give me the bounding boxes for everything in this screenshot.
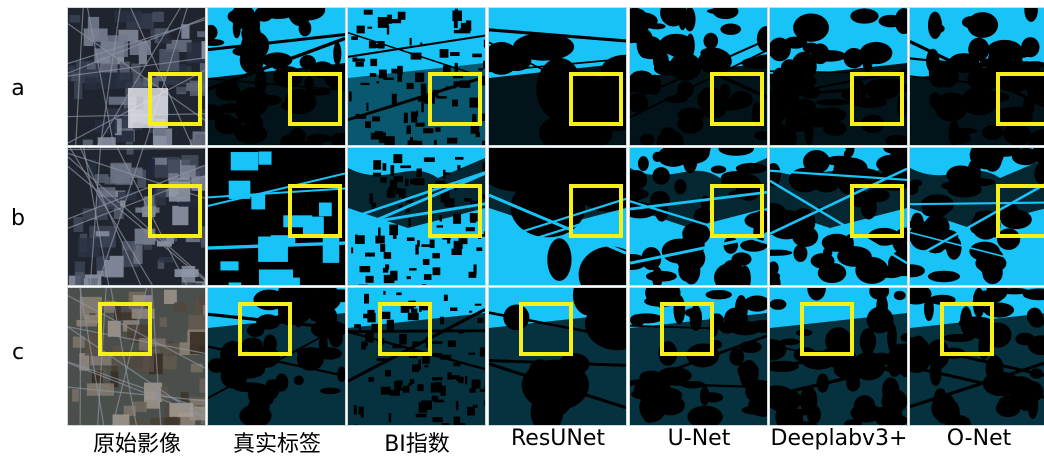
segmentation-mask — [910, 288, 1044, 425]
tile-b-label — [207, 147, 346, 286]
segmentation-mask — [489, 148, 626, 285]
segmentation-mask — [910, 148, 1044, 285]
column-label-onet: O-Net — [946, 426, 1012, 451]
segmentation-mask — [489, 288, 626, 425]
segmentation-mask — [630, 8, 767, 145]
segmentation-mask — [208, 288, 345, 425]
segmentation-mask — [208, 148, 345, 285]
tile-b-unet — [629, 147, 768, 286]
segmentation-mask — [348, 288, 485, 425]
tile-b-bi — [347, 147, 486, 286]
segmentation-mask — [770, 288, 907, 425]
row-label-c: c — [11, 340, 25, 365]
tile-b-onet — [909, 147, 1044, 286]
tile-c-resunet — [488, 287, 627, 426]
segmentation-mask — [630, 288, 767, 425]
segmentation-mask — [910, 8, 1044, 145]
tile-a-resunet — [488, 7, 627, 146]
tile-b-resunet — [488, 147, 627, 286]
column-label-ground-truth: 真实标签 — [232, 432, 321, 457]
tile-a-raw — [67, 7, 206, 146]
tile-b-deeplab — [769, 147, 908, 286]
column-label-bi-index: BI指数 — [384, 432, 450, 457]
satellite-image — [68, 288, 205, 425]
tile-c-raw — [67, 287, 206, 426]
tile-c-deeplab — [769, 287, 908, 426]
column-label-raw-image: 原始影像 — [92, 432, 181, 457]
column-label-resunet: ResUNet — [510, 426, 605, 451]
satellite-image — [68, 148, 205, 285]
segmentation-mask — [348, 148, 485, 285]
segmentation-mask — [770, 148, 907, 285]
segmentation-mask — [770, 8, 907, 145]
tile-a-unet — [629, 7, 768, 146]
segmentation-mask — [489, 8, 626, 145]
segmentation-mask — [630, 148, 767, 285]
tile-c-onet — [909, 287, 1044, 426]
tile-a-onet — [909, 7, 1044, 146]
column-label-deeplabv3plus: Deeplabv3+ — [770, 426, 908, 451]
tile-c-bi — [347, 287, 486, 426]
segmentation-mask — [208, 8, 345, 145]
tile-a-label — [207, 7, 346, 146]
row-label-a: a — [11, 76, 25, 101]
tile-c-label — [207, 287, 346, 426]
row-label-b: b — [11, 206, 25, 231]
segmentation-mask — [348, 8, 485, 145]
satellite-image — [68, 8, 205, 145]
column-label-unet: U-Net — [667, 426, 731, 451]
tile-b-raw — [67, 147, 206, 286]
tile-c-unet — [629, 287, 768, 426]
tile-a-bi — [347, 7, 486, 146]
tile-a-deeplab — [769, 7, 908, 146]
